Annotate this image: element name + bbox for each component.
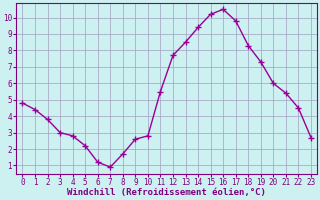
X-axis label: Windchill (Refroidissement éolien,°C): Windchill (Refroidissement éolien,°C) [67, 188, 266, 197]
